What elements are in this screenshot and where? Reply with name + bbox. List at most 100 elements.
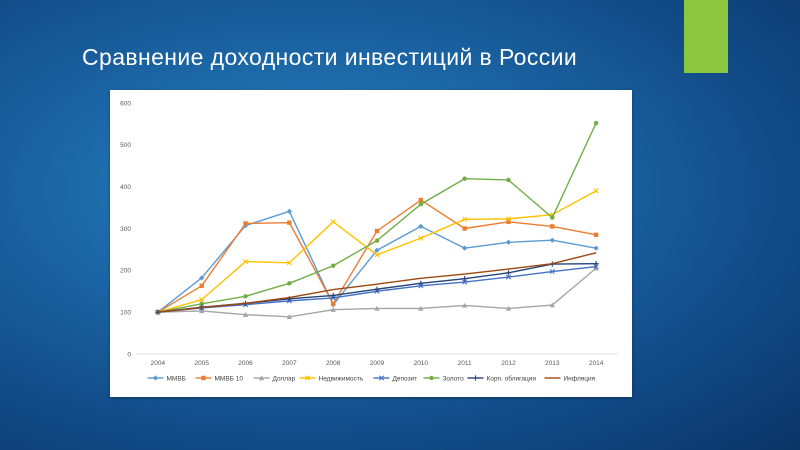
data-point xyxy=(374,238,380,243)
data-point xyxy=(286,260,292,266)
legend-marker xyxy=(472,375,479,381)
legend-label: Инфляция xyxy=(564,375,596,382)
data-point xyxy=(418,223,424,230)
data-point xyxy=(593,261,599,267)
data-point xyxy=(550,215,555,220)
y-tick-label: 0 xyxy=(127,351,131,358)
legend-label: Депозит xyxy=(393,375,418,382)
data-point xyxy=(549,268,555,275)
data-point xyxy=(199,283,204,289)
axis-layer: 0 100 200 300 400 500 600 2004 2005 2006 2007 2008 2… xyxy=(120,100,618,367)
data-point xyxy=(242,258,249,265)
data-point xyxy=(593,245,599,251)
y-tick-label: 200 xyxy=(120,268,131,275)
data-point xyxy=(418,305,424,311)
legend-label: Доллар xyxy=(273,375,296,382)
legend-item: Недвижимость xyxy=(299,375,364,382)
legend-label: Недвижимость xyxy=(319,375,364,382)
data-point xyxy=(418,202,424,207)
data-point xyxy=(418,235,424,241)
accent-bar xyxy=(684,0,728,73)
data-point xyxy=(374,286,380,292)
x-tick-label: 2006 xyxy=(238,360,253,367)
data-point xyxy=(462,226,467,231)
legend-marker xyxy=(429,375,434,381)
data-point xyxy=(242,312,249,317)
data-point xyxy=(418,197,424,203)
y-tick-label: 500 xyxy=(120,142,131,149)
data-point xyxy=(330,219,336,225)
data-point xyxy=(461,302,468,308)
chart-card: 0 100 200 300 400 500 600 2004 2005 2006 2007 2008 2… xyxy=(110,90,632,397)
y-tick-label: 300 xyxy=(120,226,131,233)
data-point xyxy=(374,252,380,258)
data-point xyxy=(549,237,555,243)
slide-title: Сравнение доходности инвестиций в России xyxy=(82,44,578,70)
data-point xyxy=(593,265,599,271)
data-point xyxy=(505,274,512,280)
legend-label: Золото xyxy=(443,375,465,382)
legend-item: Корп. облигации xyxy=(467,374,537,382)
data-point xyxy=(461,245,468,251)
legend-item: Инфляция xyxy=(544,375,596,382)
data-point xyxy=(374,247,380,253)
series-line-1 xyxy=(157,210,597,313)
data-point xyxy=(199,297,205,303)
data-point xyxy=(593,232,599,237)
data-point xyxy=(505,216,512,222)
legend-marker xyxy=(378,375,385,381)
x-tick-label: 2007 xyxy=(282,360,297,367)
data-point xyxy=(243,294,248,299)
data-point xyxy=(286,208,293,214)
x-tick-label: 2009 xyxy=(370,360,385,367)
data-point xyxy=(374,305,380,311)
data-point xyxy=(505,305,512,311)
data-point xyxy=(418,280,424,286)
data-point xyxy=(461,276,468,282)
data-point xyxy=(462,279,468,285)
data-point xyxy=(505,270,512,276)
data-point xyxy=(505,239,512,245)
data-point xyxy=(287,220,292,225)
x-tick-label: 2014 xyxy=(589,360,604,367)
data-point xyxy=(330,292,336,299)
data-point xyxy=(593,263,599,270)
y-tick-label: 400 xyxy=(120,184,131,191)
data-point xyxy=(550,224,555,229)
y-tick-label: 100 xyxy=(120,309,131,316)
data-point xyxy=(330,307,336,312)
legend-label: ММВБ xyxy=(167,375,186,382)
data-point xyxy=(593,188,599,194)
data-point xyxy=(199,301,204,306)
x-tick-label: 2004 xyxy=(151,360,166,367)
data-point xyxy=(462,216,468,222)
data-point xyxy=(199,275,205,281)
data-point xyxy=(462,176,467,181)
legend-item: Золото xyxy=(423,375,465,382)
legend-marker xyxy=(152,375,159,381)
legend-marker xyxy=(304,375,311,381)
series-layer xyxy=(155,120,599,319)
line-chart: 0 100 200 300 400 500 600 2004 2005 2006 2007 2008 2… xyxy=(120,100,618,382)
x-tick-label: 2008 xyxy=(326,360,341,367)
data-point xyxy=(287,281,292,286)
data-point xyxy=(330,301,336,306)
data-point xyxy=(506,177,511,183)
x-tick-label: 2012 xyxy=(501,360,516,367)
legend-item: ММВБ xyxy=(147,375,186,382)
legend: ММВБ ММВБ 10 Доллар Недвижимость Депозит Золо… xyxy=(147,374,596,382)
x-tick-label: 2005 xyxy=(194,360,209,367)
x-tick-label: 2010 xyxy=(414,360,429,367)
data-point xyxy=(330,263,336,268)
data-point xyxy=(374,228,380,234)
data-point xyxy=(549,302,555,308)
x-tick-label: 2011 xyxy=(458,360,472,367)
data-point xyxy=(243,221,248,226)
series-line-8 xyxy=(157,252,597,313)
legend-item: ММВБ 10 xyxy=(195,375,243,382)
x-tick-label: 2013 xyxy=(545,360,560,367)
legend-item: Доллар xyxy=(253,375,296,382)
data-point xyxy=(506,219,511,225)
legend-label: Корп. облигации xyxy=(487,374,537,382)
legend-marker xyxy=(201,375,206,381)
